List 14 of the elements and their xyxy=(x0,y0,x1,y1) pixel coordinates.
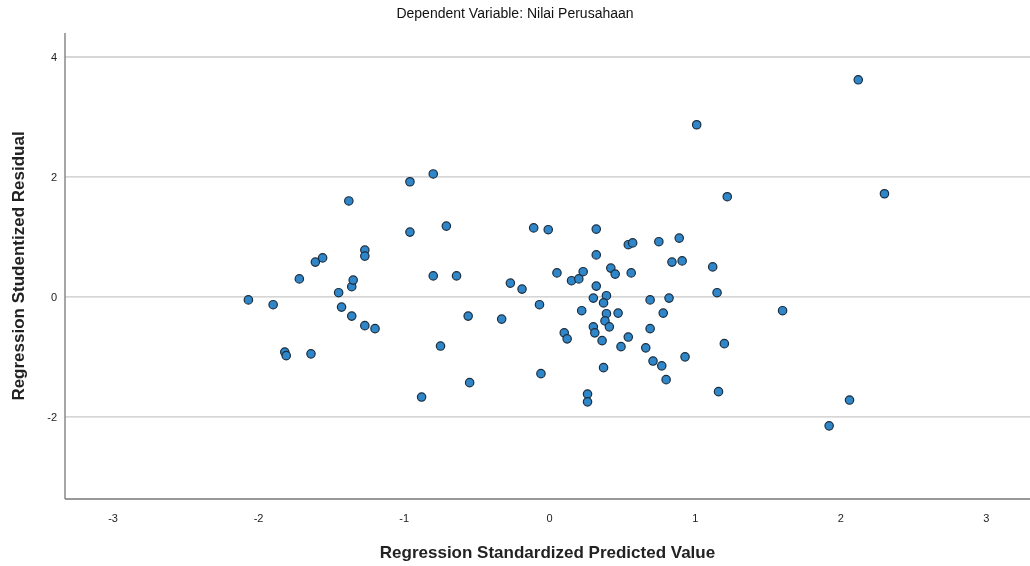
x-tick-label: -2 xyxy=(253,512,264,524)
chart-title: Dependent Variable: Nilai Perusahaan xyxy=(396,5,634,21)
x-tick-label: -3 xyxy=(108,512,118,524)
y-tick-label: -2 xyxy=(47,410,57,423)
x-tick-label: 1 xyxy=(692,512,699,524)
x-tick-label: 0 xyxy=(546,512,553,524)
x-tick-label: 2 xyxy=(837,512,844,524)
x-axis-title: Regression Standardized Predicted Value xyxy=(379,543,716,562)
x-tick-label: -1 xyxy=(399,512,410,524)
y-tick-label: 4 xyxy=(50,50,57,63)
y-tick-label: 0 xyxy=(50,290,57,303)
y-axis-title: Regression Studentized Residual xyxy=(9,131,28,401)
x-tick-label: 3 xyxy=(983,512,990,524)
y-tick-label: 2 xyxy=(50,170,57,183)
